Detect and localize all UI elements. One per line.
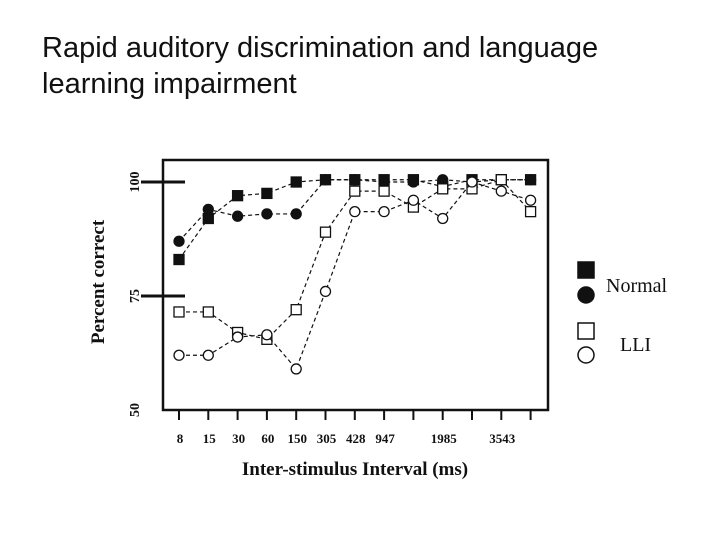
x-tick-label: 1985 (431, 431, 458, 446)
data-point (524, 205, 537, 218)
data-point (349, 205, 361, 218)
data-point (261, 329, 273, 341)
plot-frame (161, 158, 550, 412)
legend-item-lli: LLI (577, 322, 651, 364)
data-point (231, 331, 244, 343)
data-point (437, 183, 449, 195)
x-tick-label: 30 (232, 431, 245, 446)
data-point (437, 212, 449, 225)
data-point (290, 176, 302, 188)
data-point (495, 174, 507, 186)
series-line (179, 179, 532, 340)
x-tick-label: 8 (177, 431, 184, 446)
data-point (524, 194, 537, 206)
data-point (407, 176, 420, 188)
y-tick-label: 50 (128, 403, 143, 417)
data-point (290, 363, 302, 375)
data-series (173, 174, 537, 375)
data-point (290, 208, 302, 220)
data-point (202, 203, 214, 216)
series-lli-square-open (173, 174, 537, 345)
data-point (173, 349, 185, 361)
data-point (495, 185, 507, 197)
data-point (231, 190, 244, 202)
y-tick-label: 75 (128, 289, 143, 303)
legend-square-icon (577, 322, 595, 340)
data-point (202, 349, 214, 361)
data-point (231, 210, 244, 222)
data-point (173, 306, 185, 318)
data-point (349, 174, 361, 186)
data-point (261, 187, 273, 200)
legend-label: LLI (620, 334, 651, 356)
data-point (290, 304, 302, 316)
data-point (202, 306, 214, 318)
legend-circle-icon (577, 346, 595, 364)
x-tick-label: 60 (261, 431, 274, 446)
slide-title: Rapid auditory discrimination and langua… (42, 30, 702, 102)
x-tick-label: 428 (346, 431, 366, 446)
legend-square-icon (577, 261, 595, 279)
data-point (407, 194, 420, 206)
legend: Normal LLI (577, 261, 668, 364)
data-point (378, 205, 390, 218)
data-point (349, 185, 361, 197)
y-axis-label: Percent correct (88, 219, 109, 344)
x-axis-label: Inter-stimulus Interval (ms) (242, 459, 468, 480)
legend-circle-icon (577, 286, 595, 304)
y-tick-label: 100 (128, 172, 143, 193)
data-point (319, 285, 332, 298)
data-point (319, 226, 332, 238)
legend-label: Normal (606, 275, 668, 297)
x-tick-label: 305 (317, 431, 337, 446)
data-point (173, 235, 185, 247)
x-tick-label: 15 (203, 431, 217, 446)
slide-title-line-2: learning impairment (42, 68, 297, 100)
data-point (261, 208, 273, 220)
x-tick-label: 3543 (489, 431, 516, 446)
data-point (319, 174, 332, 186)
data-point (173, 253, 185, 266)
data-point (466, 176, 478, 188)
axes: 50 75 100 8 15 30 60 150 305 428 947 1985 3543 Inter-… (88, 172, 532, 480)
legend-item-normal: Normal (577, 261, 668, 304)
slide-title-line-1: Rapid auditory discrimination and langua… (42, 32, 599, 64)
plot-area (161, 158, 550, 412)
x-tick-label: 150 (287, 431, 307, 446)
data-point (378, 185, 390, 197)
data-point (524, 174, 537, 186)
series-lli-circle-open (173, 176, 537, 375)
x-tick-label: 947 (375, 431, 395, 446)
